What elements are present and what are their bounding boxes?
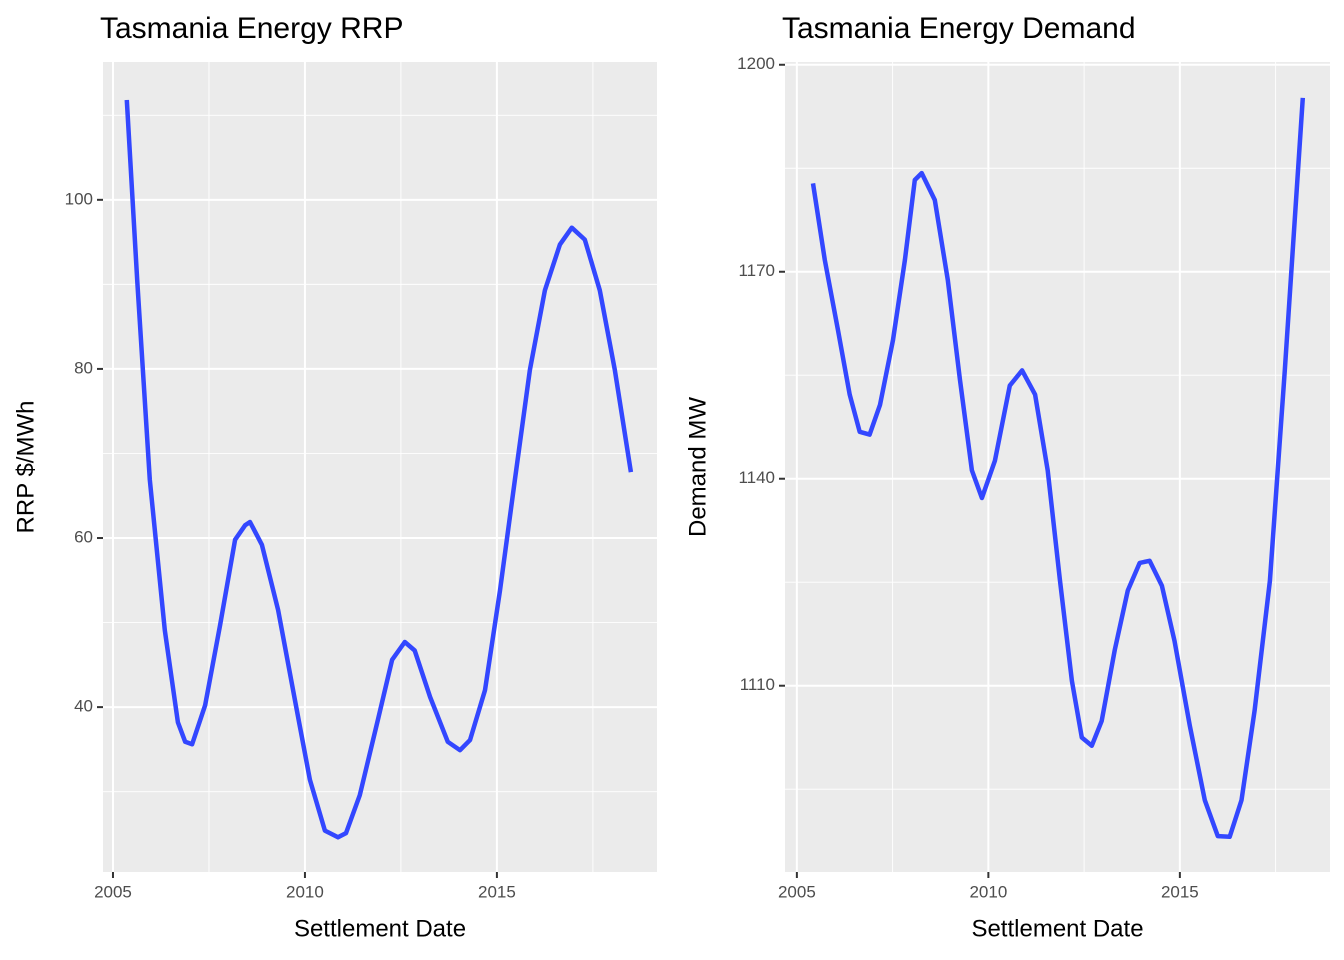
x-tick-label: 2010 [969, 882, 1007, 901]
x-axis-title: Settlement Date [294, 915, 466, 942]
y-axis-title: RRP $/MWh [12, 401, 39, 534]
panel [103, 62, 657, 872]
y-tick-label: 1110 [740, 675, 775, 694]
x-tick-label: 2005 [94, 882, 132, 901]
data-line [810, 97, 1306, 840]
y-tick-label: 1200 [737, 54, 775, 73]
x-tick-label: 2005 [778, 882, 816, 901]
y-tick-label: 80 [74, 358, 93, 377]
panel [785, 62, 1330, 872]
chart-title: Tasmania Energy RRP [100, 12, 403, 45]
y-tick-label: 100 [65, 189, 93, 208]
x-tick-label: 2015 [478, 882, 516, 901]
y-axis-title: Demand MW [684, 397, 711, 537]
x-tick-label: 2015 [1161, 882, 1199, 901]
x-tick-label: 2010 [286, 882, 324, 901]
chart-title: Tasmania Energy Demand [782, 12, 1136, 45]
y-tick-label: 1140 [738, 468, 775, 487]
y-tick-label: 40 [74, 697, 93, 716]
x-axis-title: Settlement Date [971, 915, 1143, 942]
y-tick-label: 60 [74, 528, 93, 547]
y-tick-label: 1170 [738, 261, 775, 280]
data-line [124, 99, 634, 840]
